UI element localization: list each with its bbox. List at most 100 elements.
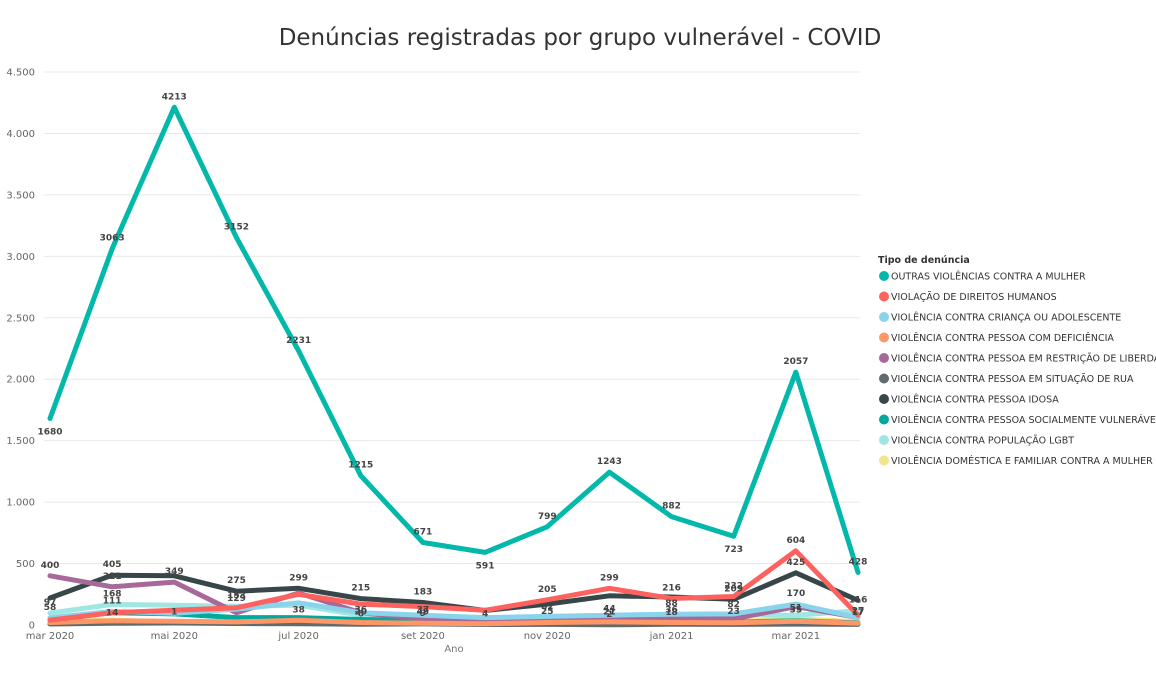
- series-line[interactable]: [47, 573, 861, 623]
- data-label: 168: [103, 589, 122, 599]
- data-label: 116: [849, 596, 868, 606]
- legend-marker: [879, 373, 889, 384]
- data-label: 604: [786, 536, 805, 546]
- y-tick-label: 4.000: [6, 129, 35, 140]
- data-label: 23: [727, 607, 740, 617]
- legend-item[interactable]: VIOLÊNCIA CONTRA PESSOA IDOSA: [891, 394, 1059, 406]
- data-label: 299: [600, 573, 619, 583]
- data-label: 3152: [224, 223, 249, 233]
- data-label: 2: [606, 610, 612, 620]
- data-label: 3063: [100, 234, 125, 244]
- data-label: 14: [106, 608, 119, 618]
- legend-item[interactable]: VIOLÊNCIA DOMÉSTICA E FAMILIAR CONTRA A …: [891, 455, 1153, 467]
- legend-item[interactable]: VIOLÊNCIA CONTRA PESSOA SOCIALMENTE VULN…: [891, 414, 1156, 426]
- legend: Tipo de denúncia OUTRAS VIOLÊNCIAS CONTR…: [878, 255, 1156, 467]
- data-label: 299: [289, 573, 308, 583]
- legend-marker: [879, 291, 889, 302]
- y-tick-label: 1.500: [6, 436, 35, 447]
- data-label: 58: [44, 603, 57, 613]
- data-label: 37: [417, 605, 430, 615]
- y-tick-label: 4.500: [6, 68, 35, 79]
- legend-marker: [879, 435, 889, 445]
- series-lines: [47, 104, 861, 628]
- x-tick-label: mar 2021: [772, 631, 821, 642]
- legend-marker: [879, 455, 889, 466]
- x-tick-label: jan 2021: [649, 631, 694, 642]
- data-label: 183: [414, 588, 433, 598]
- legend-item[interactable]: VIOLAÇÃO DE DIREITOS HUMANOS: [891, 292, 1057, 303]
- data-label: 216: [662, 583, 681, 593]
- data-label: 18: [665, 608, 678, 618]
- data-label: 25: [541, 607, 554, 617]
- y-tick-label: 1.000: [6, 498, 35, 509]
- y-tick-label: 2.500: [6, 313, 35, 324]
- data-label: 88: [665, 599, 678, 609]
- data-label: 36: [355, 606, 368, 616]
- data-label: 129: [227, 594, 246, 604]
- data-label: 400: [41, 561, 60, 571]
- y-tick-label: 500: [16, 559, 35, 570]
- data-label: 1243: [597, 457, 622, 467]
- data-label: 4213: [162, 92, 187, 102]
- chart-title: Denúncias registradas por grupo vulneráv…: [279, 25, 882, 51]
- data-label: 1: [171, 608, 177, 618]
- x-tick-label: mar 2020: [26, 631, 75, 642]
- legend-marker: [879, 312, 889, 322]
- legend-marker: [879, 353, 889, 363]
- legend-marker: [879, 394, 889, 404]
- data-label: 4: [482, 610, 488, 620]
- data-label: 591: [476, 561, 495, 571]
- series-line[interactable]: [47, 617, 861, 627]
- data-label: 311: [103, 572, 122, 582]
- data-label: 17: [852, 608, 865, 618]
- data-label: 1680: [37, 428, 62, 438]
- x-tick-label: set 2020: [401, 631, 445, 642]
- legend-item[interactable]: VIOLÊNCIA CONTRA PESSOA EM SITUAÇÃO DE R…: [891, 373, 1134, 385]
- legend-marker: [879, 271, 889, 281]
- series-line[interactable]: [47, 600, 861, 621]
- data-labels: 1680306342133152223112156715917991243882…: [37, 92, 867, 619]
- data-label: 209: [724, 584, 743, 594]
- data-label: 1215: [348, 461, 373, 471]
- data-label: 6: [358, 609, 364, 619]
- legend-item[interactable]: VIOLÊNCIA CONTRA CRIANÇA OU ADOLESCENTE: [891, 312, 1121, 324]
- data-label: 349: [165, 567, 184, 577]
- data-label: 21: [603, 607, 616, 617]
- legend-item[interactable]: VIOLÊNCIA CONTRA PESSOA COM DEFICIÊNCIA: [891, 332, 1114, 344]
- legend-title: Tipo de denúncia: [878, 255, 970, 266]
- data-label: 38: [292, 605, 305, 615]
- data-label: 36: [665, 606, 678, 616]
- data-label: 799: [538, 512, 557, 522]
- x-axis-title: Ano: [444, 644, 463, 655]
- data-label: 49: [417, 608, 430, 618]
- gridlines: [44, 71, 860, 626]
- y-tick-label: 2.000: [6, 375, 35, 386]
- data-label: 20: [355, 608, 368, 618]
- data-label: 9: [420, 609, 426, 619]
- data-label: 405: [103, 560, 122, 570]
- data-label: 723: [724, 545, 743, 555]
- y-axis: 0 500 1.000 1.500 2.000 2.500 3.000 3.500 4.000 4…: [6, 68, 35, 632]
- legend-item[interactable]: OUTRAS VIOLÊNCIAS CONTRA A MULHER: [891, 271, 1086, 283]
- data-label: 215: [351, 584, 370, 594]
- data-label: 882: [662, 502, 681, 512]
- data-label: 205: [538, 585, 557, 595]
- y-tick-label: 3.000: [6, 252, 35, 263]
- x-tick-label: mai 2020: [151, 631, 198, 642]
- series-line[interactable]: [47, 548, 861, 623]
- data-label: 275: [227, 576, 246, 586]
- y-tick-label: 3.500: [6, 190, 35, 201]
- data-label: 153: [227, 591, 246, 601]
- legend-marker: [879, 332, 889, 343]
- legend-item[interactable]: VIOLÊNCIA CONTRA PESSOA EM RESTRIÇÃO DE …: [891, 353, 1156, 365]
- data-label: 44: [603, 605, 616, 615]
- legend-item[interactable]: VIOLÊNCIA CONTRA POPULAÇÃO LGBT: [891, 435, 1074, 447]
- series-line[interactable]: [47, 104, 861, 575]
- data-label: 232: [724, 581, 743, 591]
- data-label: 2231: [286, 336, 311, 346]
- x-tick-label: jul 2020: [277, 631, 319, 642]
- data-label: 2057: [783, 357, 808, 367]
- data-label: 671: [414, 528, 433, 538]
